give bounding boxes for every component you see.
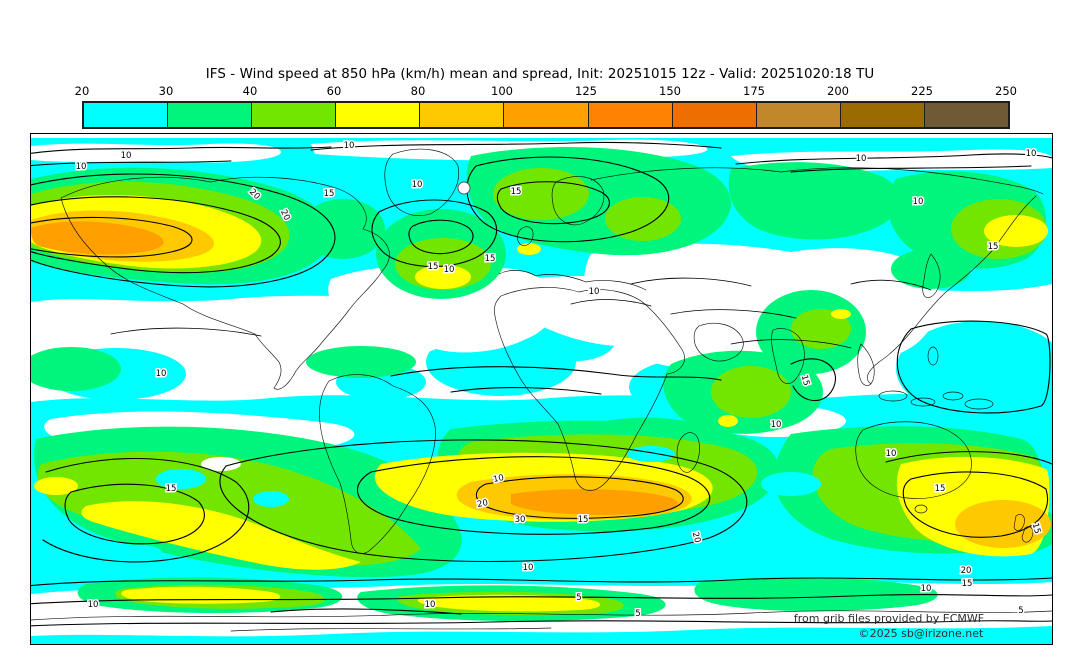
contour-label: 5 [576,593,581,603]
contour-label: 15 [799,374,811,387]
contour-label: 20 [690,531,702,544]
chart-title: IFS - Wind speed at 850 hPa (km/h) mean … [205,67,875,82]
contour-label: 10 [589,287,600,297]
contour-label: 20 [476,498,488,510]
contour-label: 10 [76,162,87,172]
world-map: 10 10 10 10 10 20 20 15 10 15 15 10 15 10 10 15 10 15 10 10… [30,133,1053,645]
colorbar-tick-labels: 20 30 40 60 80 100 125 150 175 200 225 250 [75,84,1017,99]
colorbar-tick: 60 [326,84,342,98]
colorbar-tick: 175 [743,84,765,98]
contour-label: 15 [485,254,496,264]
colorbar-tick: 150 [659,84,681,98]
contour-label: 10 [856,154,867,164]
coastlines [31,148,1052,632]
contour-label: 15 [935,484,946,494]
fill-accents [119,446,821,563]
map-marker-circle [457,181,471,195]
contour-label: 10 [771,420,782,430]
colorbar-segment [755,103,840,127]
colorbar-segment [671,103,756,127]
colorbar-scale [82,101,1010,129]
contour-label: 10 [523,563,534,573]
colorbar-segment [335,103,420,127]
contour-label: 10 [1026,149,1037,159]
spread-contours-minor [110,277,932,349]
colorbar-tick: 30 [158,84,174,98]
attribution-source: from grib files provided by ECMWF [794,612,984,625]
colorbar-tick: 250 [995,84,1017,98]
colorbar-segment [84,103,168,127]
contour-label: 5 [635,609,640,619]
contour-label: 10 [886,449,897,459]
colorbar-tick: 125 [575,84,597,98]
colorbar-segment [923,103,1009,127]
contour-label: 10 [921,584,932,594]
contour-label: 20 [961,566,972,576]
contour-label-group: 10 10 10 10 10 20 20 15 10 15 15 10 15 10 10 15 10 15 10 10… [74,140,1044,621]
contour-label: 10 [121,151,132,161]
colorbar: 20 30 40 60 80 100 125 150 175 200 225 250 [75,84,1017,129]
contour-label: 15 [428,262,439,272]
colorbar-tick: 225 [911,84,933,98]
contour-label: 15 [511,187,522,197]
contour-label: 15 [988,242,999,252]
contour-label: 15 [1030,522,1042,535]
colorbar-tick: 40 [242,84,258,98]
colorbar-segment [251,103,336,127]
colorbar-segment [167,103,252,127]
contour-label: 30 [515,515,526,525]
colorbar-tick: 200 [827,84,849,98]
contour-label: 10 [492,473,505,485]
attribution-copyright: ©2025 sb@irizone.net [859,627,984,640]
contour-label: 5 [1018,606,1023,616]
colorbar-tick: 100 [491,84,513,98]
contour-label: 10 [412,180,423,190]
colorbar-tick: 80 [410,84,426,98]
contour-label: 10 [444,265,455,275]
contour-label: 15 [578,515,589,525]
spread-contours [31,141,1052,627]
contour-label: 10 [344,141,355,151]
map-svg: 10 10 10 10 10 20 20 15 10 15 15 10 15 10 10 15 10 15 10 10… [31,134,1052,644]
contour-label: 10 [913,197,924,207]
colorbar-segment [587,103,672,127]
colorbar-segment [839,103,924,127]
wind-fill-100-125 [31,221,678,515]
colorbar-segment [419,103,504,127]
colorbar-tick: 20 [74,84,90,98]
contour-label: 15 [166,484,177,494]
contour-label: 10 [156,369,167,379]
contour-label: 10 [425,600,436,610]
contour-label: 15 [962,579,973,589]
colorbar-segment [503,103,588,127]
contour-label: 15 [324,189,335,199]
contour-label: 10 [88,600,99,610]
